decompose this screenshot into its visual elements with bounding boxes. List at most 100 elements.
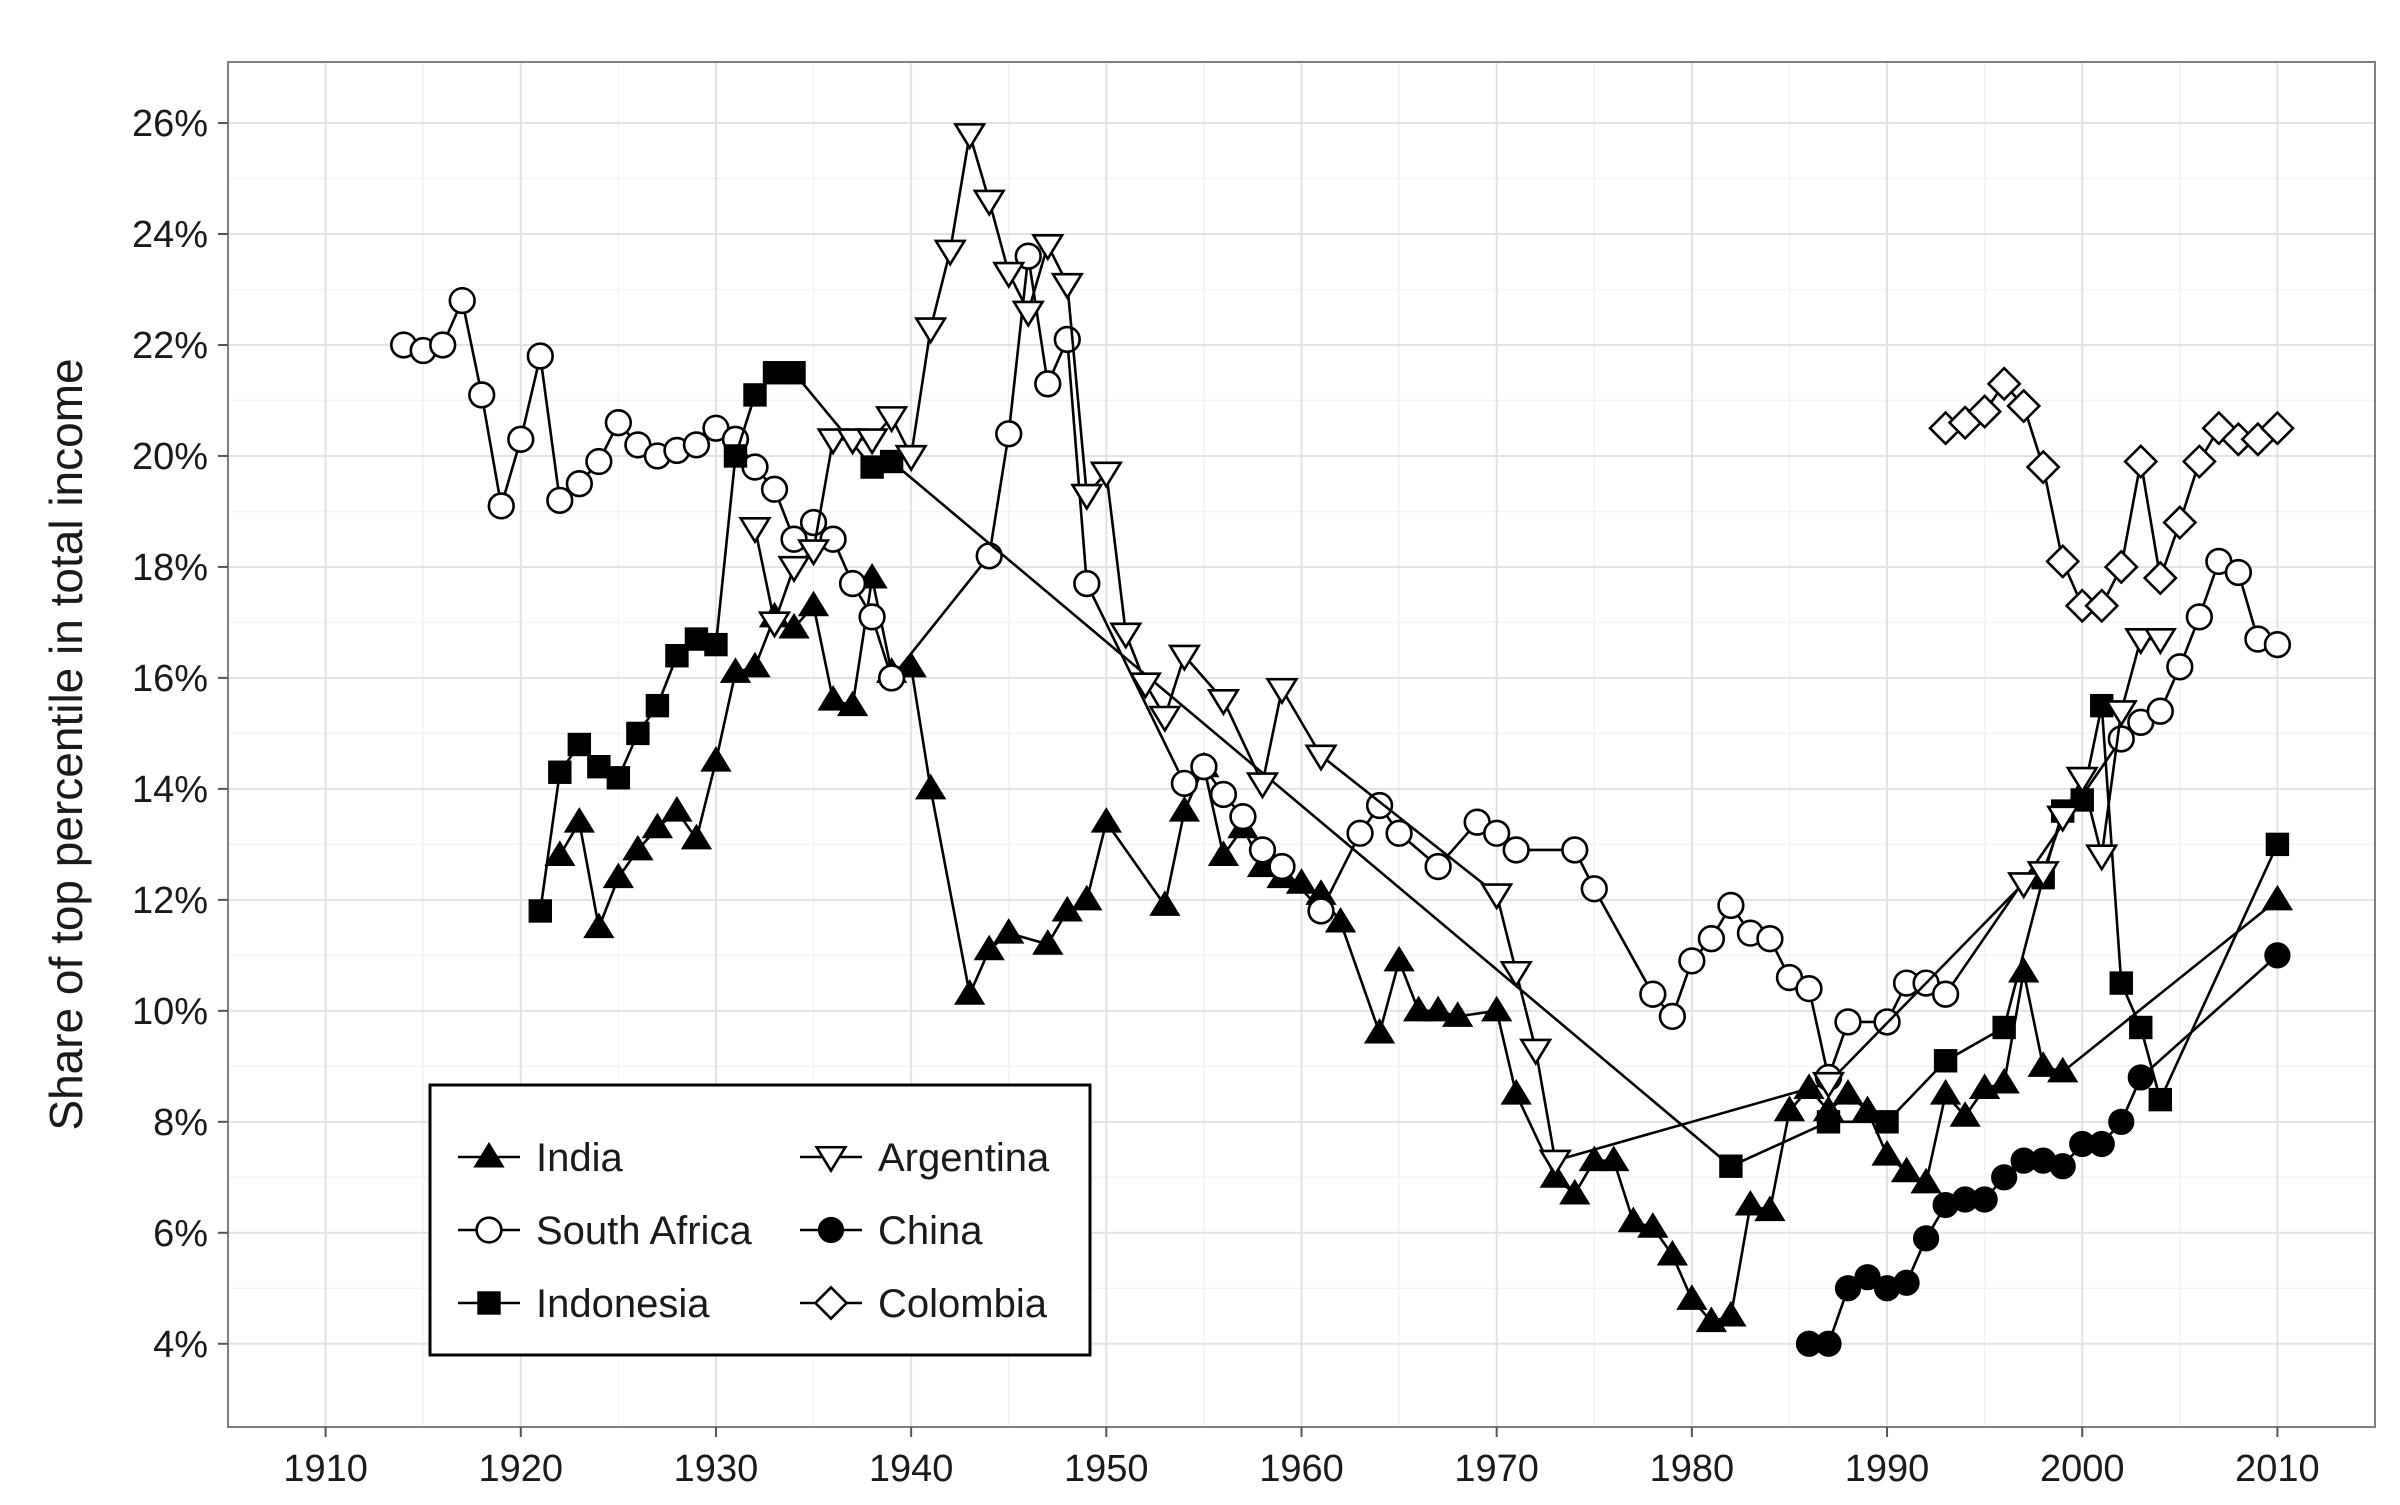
data-point-argentina (1811, 1071, 1846, 1100)
data-point-argentina (2065, 766, 2099, 794)
data-point-south-africa (1053, 325, 1081, 354)
data-point-south-africa (468, 381, 496, 409)
data-point-argentina (2026, 861, 2060, 889)
legend-key-marker (473, 1141, 505, 1168)
x-tick-label: 1970 (1454, 1448, 1539, 1490)
data-point-india (1988, 1067, 2020, 1094)
data-point-south-africa (1170, 769, 1199, 797)
data-point-india (602, 862, 635, 889)
data-point-south-africa (1424, 852, 1452, 881)
data-point-argentina (894, 444, 928, 473)
data-point-china (2264, 942, 2291, 969)
data-point-argentina (2143, 628, 2177, 656)
data-point-india (1871, 1140, 1903, 1166)
data-point-indonesia (626, 721, 650, 746)
data-point-india (1598, 1145, 1630, 1172)
data-point-indonesia (587, 754, 611, 779)
data-point-argentina (2046, 805, 2080, 833)
data-point-india (583, 912, 615, 939)
y-tick-label: 6% (153, 1213, 208, 1255)
data-point-indonesia (2148, 1087, 2172, 1112)
data-point-argentina (835, 428, 870, 456)
data-point-india (1481, 995, 1513, 1022)
data-point-south-africa (1639, 980, 1667, 1008)
data-point-india (2047, 1056, 2079, 1083)
data-point-argentina (2124, 628, 2158, 656)
data-point-south-africa (507, 425, 535, 453)
data-point-argentina (953, 123, 987, 151)
data-point-argentina (992, 261, 1026, 289)
data-point-india (778, 612, 810, 639)
y-tick-label: 12% (132, 880, 208, 922)
data-point-south-africa (2185, 603, 2213, 631)
data-point-indonesia (723, 444, 748, 468)
data-point-india (1442, 1001, 1474, 1027)
data-point-india (1071, 884, 1103, 911)
data-point-argentina (1206, 689, 1241, 717)
legend-key-marker (814, 1145, 848, 1174)
data-point-argentina (1109, 622, 1143, 650)
data-point-south-africa (838, 569, 867, 598)
data-point-india (1773, 1095, 1806, 1122)
data-point-china (1971, 1186, 1998, 1213)
data-point-indonesia (2129, 1015, 2153, 1040)
data-point-south-africa (1034, 370, 1062, 398)
x-tick-label: 1940 (869, 1448, 954, 1490)
legend-item-china: China (800, 1209, 983, 1253)
data-point-colombia (2025, 449, 2061, 485)
data-point-colombia (2123, 444, 2159, 479)
data-point-south-africa (1346, 819, 1374, 847)
data-point-argentina (1480, 883, 1514, 911)
data-point-south-africa (2224, 558, 2253, 587)
data-point-south-africa (585, 447, 613, 476)
data-point-china (1854, 1264, 1881, 1291)
data-point-india (1851, 1095, 1884, 1122)
x-tick-label: 2010 (2235, 1448, 2320, 1490)
data-point-colombia (2045, 543, 2081, 579)
data-point-colombia (2006, 388, 2042, 424)
data-point-india (1734, 1189, 1767, 1216)
data-point-indonesia (860, 455, 884, 479)
legend-item-south-africa: South Africa (458, 1209, 752, 1253)
legend-label: South Africa (536, 1209, 752, 1253)
data-point-india (661, 795, 693, 822)
data-point-india (1910, 1167, 1942, 1194)
data-point-south-africa (1580, 875, 1608, 903)
data-point-south-africa (1502, 836, 1530, 864)
data-point-india (1032, 929, 1064, 955)
data-point-india (895, 651, 927, 678)
data-point-argentina (2007, 872, 2041, 900)
data-point-india (739, 651, 771, 678)
data-point-south-africa (858, 603, 886, 631)
data-point-argentina (1089, 461, 1123, 489)
data-point-india (2261, 884, 2294, 911)
data-point-argentina (1128, 672, 1162, 700)
data-point-india (1949, 1101, 1981, 1127)
x-tick-label: 1920 (478, 1448, 563, 1490)
data-point-south-africa (1073, 569, 1101, 598)
x-tick-label: 1950 (1064, 1448, 1149, 1490)
data-point-india (1207, 840, 1240, 866)
data-point-indonesia (1992, 1015, 2016, 1040)
data-point-argentina (1265, 677, 1299, 706)
data-point-india (1578, 1145, 1610, 1172)
data-point-india (1929, 1078, 1962, 1105)
legend-key-marker (817, 1216, 845, 1244)
data-point-india (1656, 1239, 1688, 1266)
series-colombia (1928, 366, 2295, 624)
legend-label: Argentina (878, 1136, 1050, 1180)
y-tick-label: 22% (132, 325, 208, 367)
data-point-argentina (1148, 705, 1182, 733)
data-point-argentina (914, 317, 948, 345)
x-tick-label: 1990 (1845, 1448, 1930, 1490)
legend-label: China (878, 1209, 983, 1253)
data-point-indonesia (2109, 971, 2133, 995)
data-point-south-africa (1209, 780, 1238, 809)
x-tick-label: 1910 (283, 1448, 368, 1490)
data-point-india (1617, 1206, 1649, 1233)
data-point-indonesia (2265, 832, 2290, 857)
legend-item-colombia: Colombia (800, 1282, 1048, 1326)
data-point-south-africa (604, 409, 633, 437)
data-point-south-africa (546, 486, 574, 515)
